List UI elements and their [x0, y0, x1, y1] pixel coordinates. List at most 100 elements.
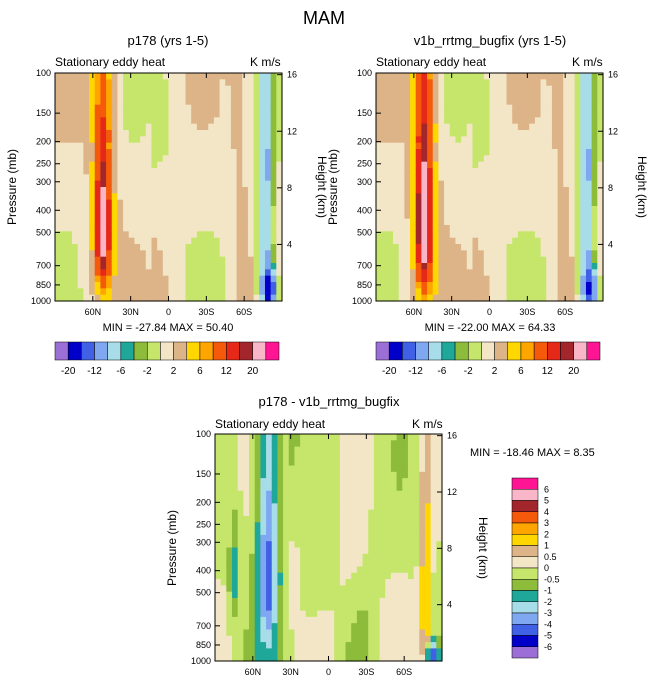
- heatmap-cell: [345, 616, 352, 624]
- heatmap-cell: [168, 244, 175, 251]
- x-tick-label: 60S: [557, 307, 573, 317]
- heatmap-cell: [311, 610, 318, 618]
- heatmap-cell: [427, 130, 434, 137]
- heatmap-cell: [563, 187, 570, 194]
- heatmap-cell: [259, 117, 266, 125]
- heatmap-cell: [208, 187, 215, 194]
- heatmap-cell: [557, 136, 564, 144]
- heatmap-cell: [191, 250, 198, 258]
- colorbar-label: -5: [544, 631, 552, 641]
- heatmap-cell: [421, 142, 428, 150]
- heatmap-cell: [345, 522, 352, 530]
- heatmap-cell: [77, 73, 84, 80]
- heatmap-cell: [276, 250, 283, 258]
- heatmap-cell: [381, 206, 388, 213]
- heatmap-cell: [334, 515, 341, 523]
- heatmap-cell: [396, 465, 403, 473]
- heatmap-cell: [523, 237, 530, 245]
- heatmap-cell: [461, 275, 468, 283]
- heatmap-cell: [162, 130, 170, 137]
- heatmap-cell: [230, 73, 238, 80]
- heatmap-cell: [202, 149, 209, 156]
- heatmap-cell: [506, 282, 513, 289]
- heatmap-cell: [449, 149, 457, 156]
- heatmap-cell: [305, 597, 313, 605]
- heatmap-cell: [174, 294, 181, 302]
- heatmap-cell: [489, 85, 496, 93]
- heatmap-cell: [438, 85, 445, 93]
- heatmap-cell: [421, 111, 428, 118]
- heatmap-cell: [393, 206, 400, 213]
- heatmap-cell: [237, 528, 244, 536]
- heatmap-cell: [328, 503, 335, 511]
- heatmap-cell: [495, 250, 502, 258]
- heatmap-cell: [413, 553, 420, 561]
- heatmap-cell: [424, 440, 432, 448]
- heatmap-cell: [191, 288, 198, 296]
- colorbar-box: [511, 500, 539, 512]
- heatmap-cell: [430, 509, 437, 517]
- heatmap-cell: [215, 541, 222, 549]
- heatmap-cell: [529, 193, 536, 201]
- heatmap-cell: [591, 288, 598, 296]
- heatmap-cell: [351, 541, 358, 549]
- heatmap-cell: [398, 275, 405, 283]
- heatmap-cell: [512, 155, 519, 163]
- heatmap-cell: [134, 231, 141, 239]
- heatmap-cell: [591, 168, 598, 175]
- heatmap-cell: [506, 104, 513, 112]
- heatmap-cell: [134, 85, 141, 93]
- heatmap-cell: [597, 98, 604, 106]
- heatmap-cell: [444, 104, 451, 112]
- heatmap-cell: [270, 79, 277, 87]
- left-string: Stationary eddy heat: [55, 55, 166, 69]
- heatmap-cell: [597, 250, 604, 258]
- heatmap-cell: [430, 566, 437, 574]
- heatmap-cell: [517, 92, 525, 99]
- colorbar-box: [239, 341, 253, 361]
- heatmap-cell: [237, 478, 244, 486]
- heatmap-cell: [236, 174, 243, 182]
- heatmap-cell: [151, 85, 158, 93]
- heatmap-cell: [415, 199, 422, 207]
- heatmap-cell: [410, 225, 417, 232]
- heatmap-cell: [580, 288, 587, 296]
- heatmap-cell: [373, 497, 381, 504]
- heatmap-cell: [455, 149, 462, 156]
- heatmap-cell: [489, 180, 496, 188]
- heatmap-cell: [288, 553, 296, 561]
- heatmap-cell: [236, 294, 243, 302]
- heatmap-cell: [145, 85, 153, 93]
- heatmap-cell: [162, 231, 170, 239]
- heatmap-cell: [191, 92, 198, 99]
- heatmap-cell: [230, 263, 238, 270]
- heatmap-cell: [259, 180, 266, 188]
- heatmap-cell: [254, 490, 261, 498]
- heatmap-cell: [551, 161, 559, 169]
- heatmap-cell: [557, 212, 564, 220]
- heatmap-cell: [368, 616, 375, 624]
- heatmap-cell: [322, 465, 330, 473]
- heatmap-cell: [243, 654, 250, 662]
- heatmap-cell: [376, 180, 383, 188]
- heatmap-cell: [123, 73, 130, 80]
- heatmap-cell: [580, 168, 587, 175]
- heatmap-cell: [60, 104, 67, 112]
- heatmap-cell: [277, 459, 284, 467]
- heatmap-cell: [208, 155, 215, 163]
- heatmap-cell: [77, 104, 84, 112]
- heatmap-cell: [220, 629, 227, 637]
- heatmap-cell: [311, 490, 318, 498]
- heatmap-cell: [546, 199, 553, 207]
- heatmap-cell: [264, 92, 272, 99]
- heatmap-cell: [368, 452, 375, 460]
- heatmap-cell: [421, 155, 428, 163]
- heatmap-cell: [597, 161, 604, 169]
- heatmap-cell: [230, 275, 238, 283]
- heatmap-cell: [376, 231, 383, 239]
- heatmap-cell: [294, 629, 301, 637]
- heatmap-cell: [322, 553, 330, 561]
- heatmap-cell: [243, 547, 250, 555]
- heatmap-cell: [277, 471, 284, 479]
- heatmap-cell: [117, 73, 124, 80]
